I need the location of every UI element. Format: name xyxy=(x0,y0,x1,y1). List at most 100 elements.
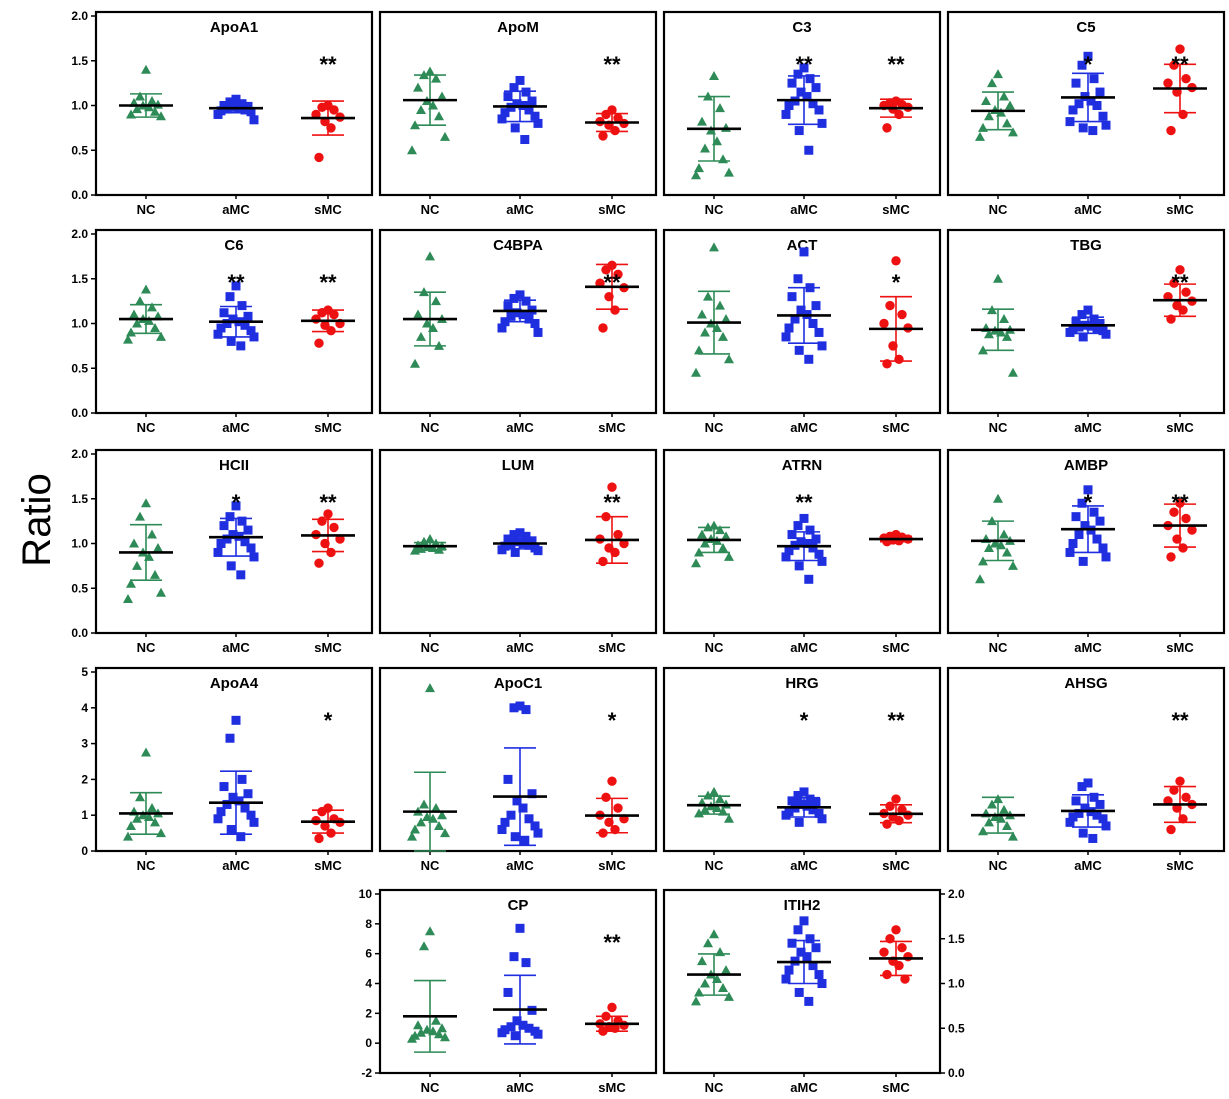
x-tick-label: NC xyxy=(705,1080,724,1095)
data-point xyxy=(1175,498,1185,508)
data-point xyxy=(700,327,710,337)
data-point xyxy=(129,309,139,319)
data-point xyxy=(781,974,791,984)
data-point xyxy=(721,531,731,541)
data-point xyxy=(712,322,722,332)
y-tick-label: 2.0 xyxy=(71,447,88,461)
data-point xyxy=(428,1026,438,1036)
data-point xyxy=(1065,817,1075,827)
data-point xyxy=(512,1016,522,1026)
data-point xyxy=(784,323,794,333)
series-nc xyxy=(403,683,457,852)
significance-mark: ** xyxy=(1171,490,1189,515)
data-point xyxy=(697,309,707,319)
data-point xyxy=(219,782,229,792)
data-point xyxy=(712,803,722,813)
panel-title: HCII xyxy=(219,457,249,474)
data-point xyxy=(691,367,701,377)
data-point xyxy=(521,87,531,97)
data-point xyxy=(715,525,725,535)
series-smc xyxy=(1153,776,1207,835)
data-point xyxy=(598,323,608,333)
data-point xyxy=(431,296,441,306)
x-tick-label: NC xyxy=(421,858,440,873)
data-point xyxy=(314,558,324,568)
x-tick-label: NC xyxy=(137,858,156,873)
data-point xyxy=(216,539,226,548)
y-tick-label: 0.0 xyxy=(948,1066,965,1080)
panel-itih2: ITIH2 NC aMC sMC 0.0 0.5 1.0 1.5 2.0 xyxy=(662,887,965,1095)
panel-frame xyxy=(378,888,658,1075)
data-point xyxy=(515,701,525,711)
panel-act: ACT NC aMC sMC * xyxy=(662,228,942,435)
data-point xyxy=(897,943,907,953)
x-tick-label: aMC xyxy=(790,420,818,435)
data-point xyxy=(1074,808,1084,818)
data-point xyxy=(1175,776,1185,786)
data-point xyxy=(814,970,824,980)
y-axis-label: Ratio xyxy=(15,473,59,566)
data-point xyxy=(610,547,620,558)
data-point xyxy=(1089,792,1099,802)
data-point xyxy=(794,561,804,571)
data-point xyxy=(1166,552,1176,562)
data-point xyxy=(891,925,901,935)
data-point xyxy=(320,538,330,549)
data-point xyxy=(1074,99,1084,109)
data-point xyxy=(249,817,259,827)
data-point xyxy=(225,512,235,522)
panel-frame xyxy=(946,448,1226,635)
data-point xyxy=(329,522,339,533)
data-point xyxy=(805,794,815,804)
data-point xyxy=(787,292,797,302)
data-point xyxy=(533,118,543,128)
data-point xyxy=(894,109,904,120)
data-point xyxy=(228,792,238,802)
data-point xyxy=(236,341,246,351)
data-point xyxy=(1083,485,1093,495)
y-tick-label: 10 xyxy=(359,887,373,901)
data-point xyxy=(1077,60,1087,70)
data-point xyxy=(709,242,719,252)
data-point xyxy=(1068,105,1078,115)
significance-mark: ** xyxy=(887,52,905,77)
panel-ahsg: AHSG NC aMC sMC ** xyxy=(946,666,1226,873)
panel-title: HRG xyxy=(785,675,818,692)
y-tick-label: 1.5 xyxy=(71,54,88,68)
x-tick-label: aMC xyxy=(222,202,250,217)
x-tick-label: NC xyxy=(705,420,724,435)
data-point xyxy=(213,814,223,824)
data-point xyxy=(978,122,988,132)
panel-frame xyxy=(662,888,942,1075)
data-point xyxy=(805,74,815,84)
x-tick-label: sMC xyxy=(1166,640,1194,655)
data-point xyxy=(509,703,519,713)
x-tick-label: aMC xyxy=(790,1080,818,1095)
data-point xyxy=(703,91,713,101)
data-point xyxy=(497,114,507,124)
x-tick-label: aMC xyxy=(790,858,818,873)
data-point xyxy=(156,111,166,121)
data-point xyxy=(1095,799,1105,809)
y-tick-label: 0.0 xyxy=(71,406,88,420)
x-tick-label: aMC xyxy=(1074,640,1102,655)
data-point xyxy=(237,516,247,526)
data-point xyxy=(524,1023,534,1033)
data-point xyxy=(607,776,617,786)
data-point xyxy=(700,538,710,548)
data-point xyxy=(808,805,818,815)
data-point xyxy=(231,715,241,725)
data-point xyxy=(1083,778,1093,788)
data-point xyxy=(416,817,426,827)
x-tick-label: NC xyxy=(421,1080,440,1095)
data-point xyxy=(512,796,522,806)
panel-tbg: TBG NC aMC sMC ** xyxy=(946,228,1226,435)
data-point xyxy=(156,331,166,341)
data-point xyxy=(428,100,438,110)
data-point xyxy=(784,546,794,556)
data-point xyxy=(787,938,797,948)
series-amc xyxy=(777,513,831,584)
panel-frame xyxy=(94,10,374,197)
data-point xyxy=(796,537,806,547)
